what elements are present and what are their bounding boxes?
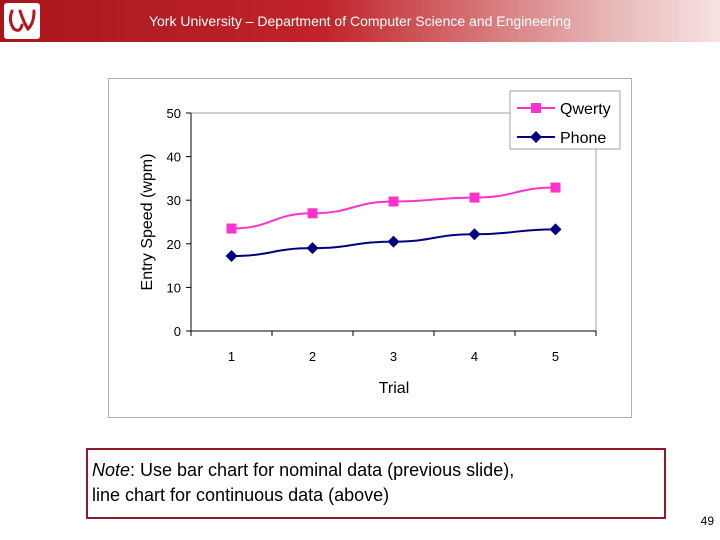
legend: Qwerty Phone — [509, 90, 621, 150]
header-title: York University – Department of Computer… — [148, 13, 572, 29]
y-tick-label: 40 — [167, 150, 181, 165]
x-ticks: 1 2 3 4 5 — [190, 331, 597, 364]
note-line-2: line chart for continuous data (above) — [92, 485, 390, 505]
y-tick-label: 0 — [174, 324, 181, 339]
y-tick-label: 20 — [167, 237, 181, 252]
data-point-phone — [225, 250, 238, 263]
x-tick-label: 3 — [390, 349, 397, 364]
x-tick-label: 2 — [309, 349, 316, 364]
data-point-qwerty — [550, 182, 561, 193]
note-label: Note — [92, 460, 131, 480]
header-bar: York University – Department of Computer… — [0, 0, 720, 42]
series-phone — [225, 223, 562, 263]
y-tick-label: 30 — [167, 193, 181, 208]
data-point-qwerty — [307, 208, 318, 219]
legend-box — [509, 90, 621, 150]
note-line-1: : Use bar chart for nominal data (previo… — [130, 460, 515, 480]
y-ticks: 0 10 20 30 40 50 — [167, 106, 191, 339]
page-number: 49 — [700, 514, 714, 528]
data-point-phone — [387, 235, 400, 248]
series-qwerty — [226, 182, 561, 234]
x-axis-title: Trial — [379, 380, 410, 397]
data-point-qwerty — [388, 196, 399, 207]
data-point-qwerty — [226, 223, 237, 234]
line-chart: 0 10 20 30 40 50 1 2 3 4 5 Trial Entry Speed (wpm… — [139, 90, 621, 397]
data-point-qwerty — [469, 192, 480, 203]
legend-label-phone: Phone — [560, 130, 606, 147]
y-tick-label: 50 — [167, 106, 181, 121]
legend-label-qwerty: Qwerty — [560, 101, 611, 118]
data-point-phone — [549, 223, 562, 236]
york-logo — [4, 3, 40, 39]
series-layer — [225, 182, 562, 263]
x-tick-label: 5 — [552, 349, 559, 364]
chart-frame: 0 10 20 30 40 50 1 2 3 4 5 Trial Entry Speed (wpm… — [108, 78, 632, 418]
x-tick-label: 1 — [228, 349, 235, 364]
x-tick-label: 4 — [471, 349, 478, 364]
y-tick-label: 10 — [167, 280, 181, 295]
data-point-phone — [468, 228, 481, 241]
y-axis-title: Entry Speed (wpm) — [139, 154, 156, 291]
legend-marker-phone — [530, 131, 542, 143]
legend-marker-qwerty — [531, 103, 541, 113]
note-box: Note: Use bar chart for nominal data (pr… — [86, 448, 666, 519]
data-point-phone — [306, 242, 319, 255]
